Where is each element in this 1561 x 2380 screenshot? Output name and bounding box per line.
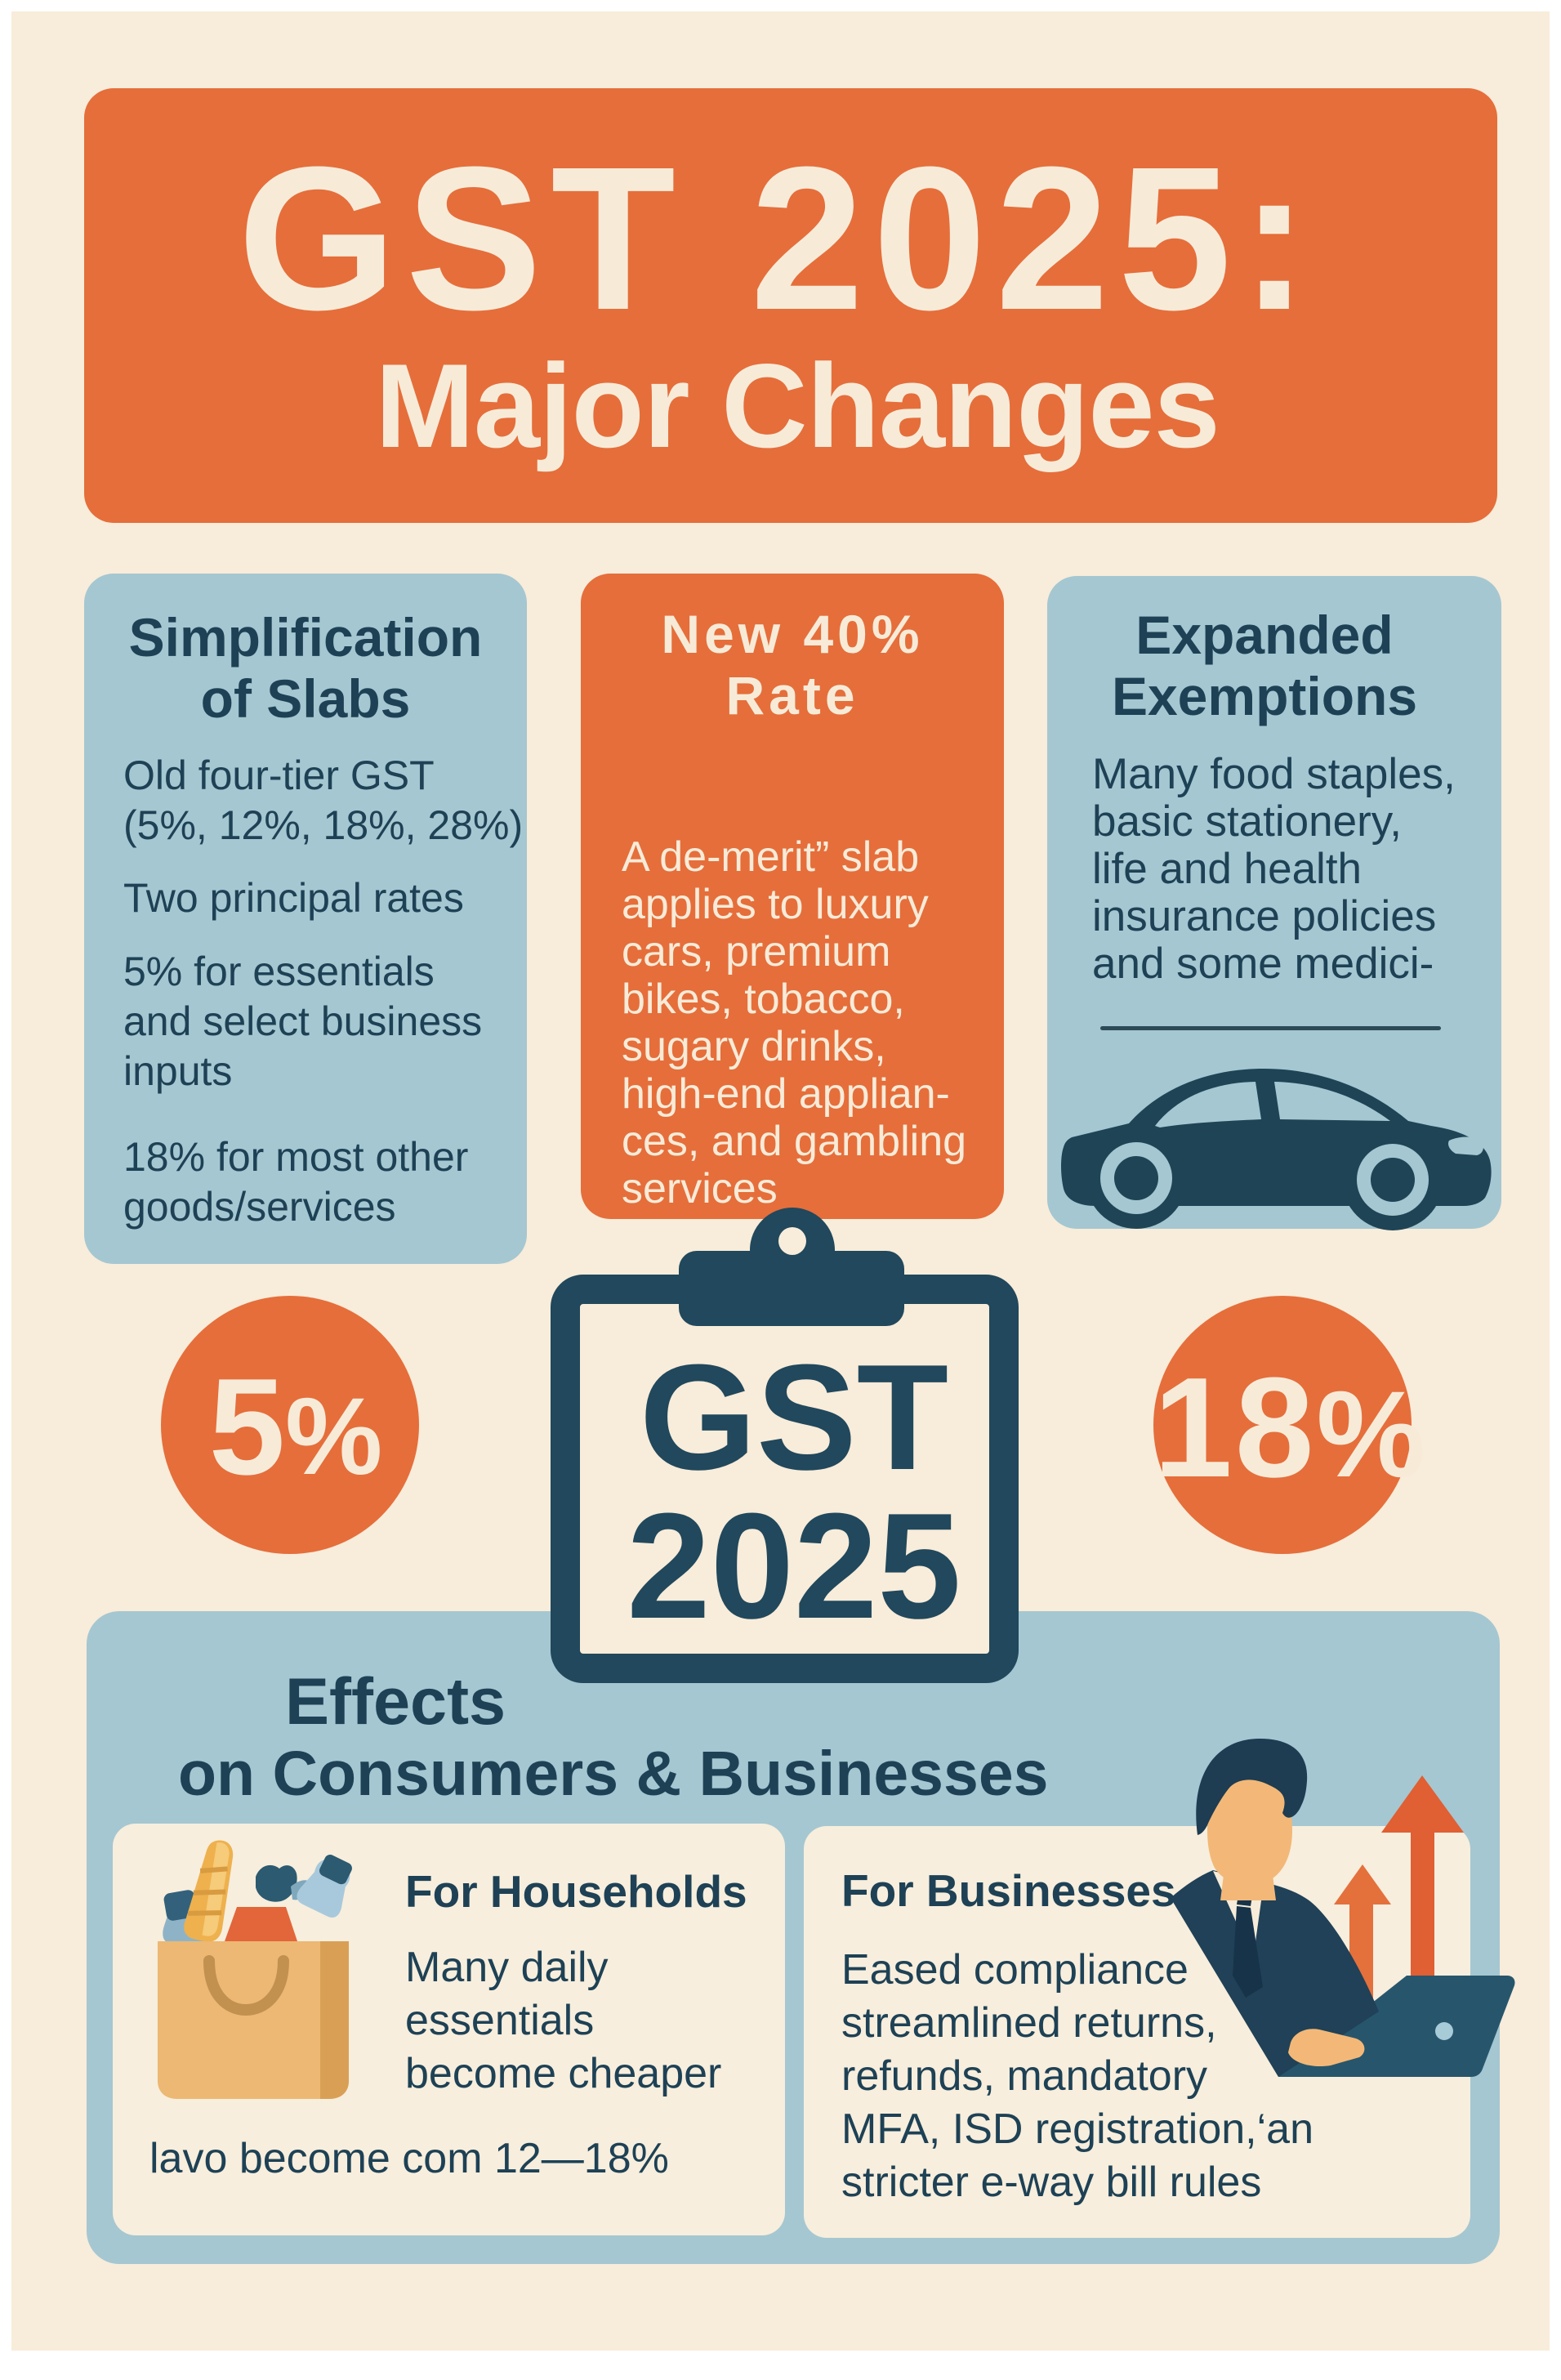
svg-text:2025: 2025 — [627, 1481, 961, 1650]
svg-text:GST: GST — [640, 1333, 948, 1501]
